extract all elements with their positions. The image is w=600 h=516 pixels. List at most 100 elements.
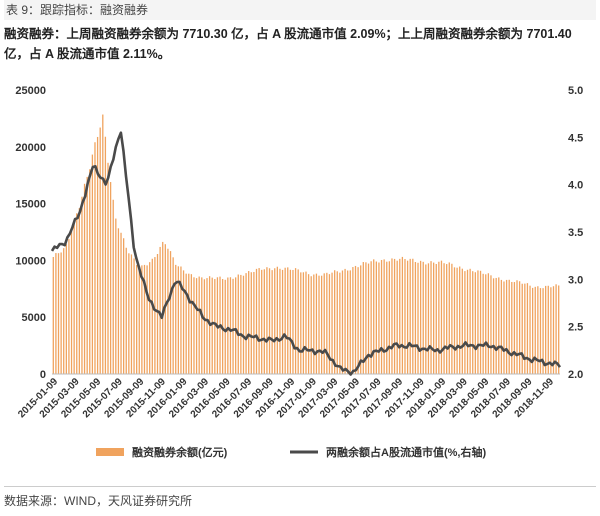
bar xyxy=(107,162,109,374)
bar xyxy=(266,267,268,374)
bar xyxy=(500,279,503,374)
bar xyxy=(352,267,354,374)
bar xyxy=(323,273,325,374)
bar xyxy=(276,266,278,374)
bar xyxy=(195,278,198,374)
bar xyxy=(81,196,83,374)
bar xyxy=(464,271,466,374)
bar xyxy=(89,169,91,374)
bar xyxy=(378,262,380,374)
bar xyxy=(542,288,544,374)
bar xyxy=(224,279,226,374)
bar xyxy=(417,262,419,374)
bar xyxy=(63,248,65,374)
bar xyxy=(412,258,414,374)
bar xyxy=(55,253,57,374)
legend-bar-label: 融资融券余额(亿元) xyxy=(132,445,228,459)
bar xyxy=(177,266,179,374)
bar xyxy=(479,270,482,374)
bar xyxy=(102,114,104,374)
bar xyxy=(279,268,281,374)
bar xyxy=(70,231,73,374)
bar xyxy=(477,270,479,374)
bar xyxy=(284,267,286,374)
bar xyxy=(203,279,206,374)
bar xyxy=(91,154,94,374)
bar xyxy=(547,285,549,374)
bar xyxy=(487,273,490,374)
bar xyxy=(73,220,75,374)
bar xyxy=(182,270,185,374)
bar xyxy=(302,272,305,374)
bar xyxy=(258,268,260,374)
bar xyxy=(253,271,255,374)
bar xyxy=(287,267,289,374)
bar xyxy=(406,260,409,374)
bar xyxy=(185,273,187,374)
bar xyxy=(104,136,107,374)
y-right-tick-label: 4.0 xyxy=(568,180,583,192)
bar xyxy=(474,272,476,374)
bar xyxy=(125,247,127,374)
bar xyxy=(336,271,338,374)
bar xyxy=(404,259,406,374)
bar xyxy=(433,262,435,374)
bar xyxy=(435,263,437,374)
bar xyxy=(211,277,213,374)
bar xyxy=(78,208,80,374)
bar xyxy=(138,268,140,374)
bar xyxy=(534,286,536,374)
chart-description: 融资融券：上周融资融券余额为 7710.30 亿，占 A 股流通市值 2.09%… xyxy=(4,27,572,61)
bar xyxy=(109,182,112,374)
bar xyxy=(516,280,518,374)
bar xyxy=(391,258,393,374)
bar xyxy=(235,277,237,374)
bar xyxy=(482,273,484,374)
bar xyxy=(229,277,232,374)
bar xyxy=(193,277,195,374)
bar xyxy=(320,275,323,374)
bar xyxy=(300,272,302,374)
bar xyxy=(232,278,234,374)
bar xyxy=(227,277,229,374)
bar xyxy=(175,264,177,374)
bar xyxy=(344,268,346,374)
bar xyxy=(96,136,99,374)
bar xyxy=(115,218,117,374)
bar xyxy=(427,263,430,374)
bar xyxy=(472,271,474,374)
bar xyxy=(294,268,297,374)
bar xyxy=(495,277,497,374)
y-right-tick-label: 2.0 xyxy=(568,369,583,381)
bar xyxy=(76,213,78,374)
bar xyxy=(453,267,456,374)
bar xyxy=(292,269,294,374)
bar xyxy=(373,259,375,374)
bar xyxy=(315,273,318,374)
y-right-tick-label: 4.5 xyxy=(568,132,583,144)
bar xyxy=(558,285,560,374)
bar xyxy=(425,264,427,374)
bar xyxy=(438,261,440,374)
bar xyxy=(307,274,310,374)
bar xyxy=(362,262,364,374)
bar xyxy=(99,127,101,374)
bar xyxy=(461,268,463,374)
bar xyxy=(146,265,148,374)
bar xyxy=(198,276,200,374)
table-caption: 表 9：跟踪指标：融资融券 xyxy=(6,3,149,17)
bar xyxy=(518,281,521,374)
bar xyxy=(180,266,182,374)
y-left-tick-label: 15000 xyxy=(15,199,46,211)
bar xyxy=(555,284,557,374)
bar xyxy=(188,273,190,374)
bar xyxy=(508,279,510,374)
bar xyxy=(370,261,372,374)
bar xyxy=(169,251,172,374)
bar xyxy=(380,259,383,374)
bar xyxy=(133,258,135,374)
bar xyxy=(237,274,239,374)
bar xyxy=(419,260,422,374)
bar xyxy=(313,274,315,374)
legend-line-label: 两融余额占A股流通市值(%,右轴) xyxy=(326,445,486,459)
